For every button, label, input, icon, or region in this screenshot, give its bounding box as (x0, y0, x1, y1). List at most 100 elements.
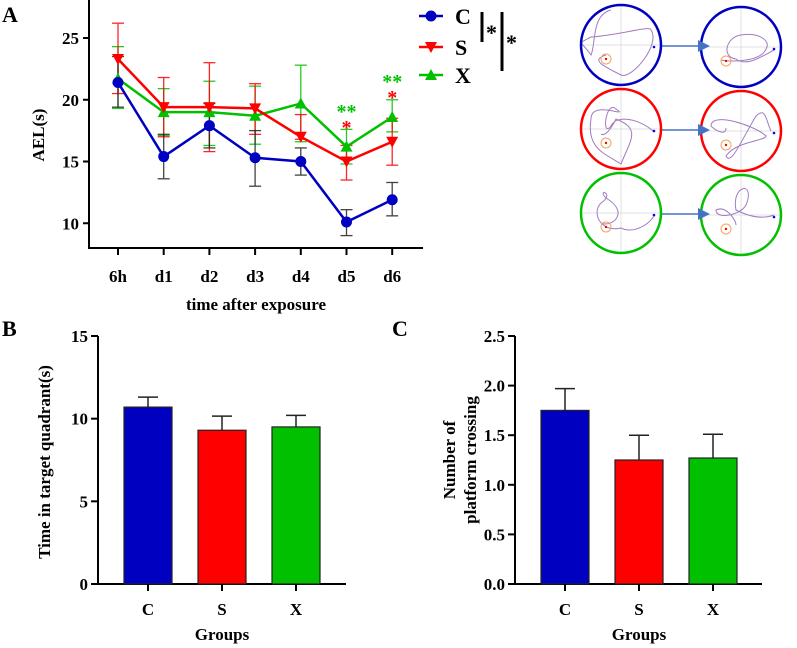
x-tick-label: C (142, 600, 154, 619)
swim-path (596, 192, 655, 231)
bar-S (197, 429, 247, 585)
y-tick-label: 10 (62, 214, 79, 233)
data-point-C (112, 76, 124, 88)
data-point-S (157, 102, 170, 114)
x-axis-label: time after exposure (186, 295, 327, 314)
start-point (652, 129, 656, 133)
bar-C (540, 409, 590, 585)
bar-X (688, 457, 738, 585)
significance-star: * (486, 20, 497, 45)
y-tick-label: 20 (62, 91, 79, 110)
panel-label-b: B (2, 316, 17, 341)
y-axis-label: AEL(s) (29, 109, 48, 162)
pool-S-before (579, 87, 663, 171)
platform-marker (720, 139, 732, 151)
x-tick-label: X (290, 600, 303, 619)
bar-S (614, 459, 664, 585)
significance-star: ** (382, 71, 402, 93)
y-tick-label: 15 (62, 153, 79, 172)
data-point-X (294, 97, 307, 109)
x-tick-label: d1 (155, 267, 173, 286)
x-tick-label: 6h (109, 267, 128, 286)
swim-path (715, 188, 775, 226)
x-tick-label: d4 (292, 267, 310, 286)
legend-marker-S (425, 42, 437, 53)
x-tick-label: C (559, 600, 571, 619)
data-point-X (340, 140, 353, 152)
data-point-S (340, 156, 353, 168)
platform-center (724, 227, 728, 231)
data-point-S (203, 102, 216, 114)
y-tick-label: 0.5 (484, 525, 505, 544)
x-tick-label: S (634, 600, 643, 619)
y-axis-label-line2: platform crossing (461, 396, 480, 524)
data-point-C (341, 216, 352, 228)
bar-X (271, 426, 321, 585)
data-point-C (158, 151, 170, 163)
y-tick-label: 2.0 (484, 377, 505, 396)
legend-marker-X (425, 69, 437, 80)
swim-path (589, 106, 655, 165)
pool-C-before (579, 3, 663, 87)
data-point-S (386, 136, 399, 148)
panel-label-c: C (392, 316, 408, 341)
data-point-X (249, 109, 262, 121)
x-tick-label: d2 (200, 267, 218, 286)
data-point-S (112, 53, 124, 65)
y-tick-label: 2.5 (484, 327, 505, 346)
swim-path (710, 112, 772, 159)
legend-label-C: C (455, 4, 471, 29)
significance-star: * (506, 30, 517, 55)
start-point (652, 213, 656, 217)
pool-border (579, 87, 663, 171)
data-point-C (386, 194, 398, 206)
y-tick-label: 25 (62, 29, 79, 48)
data-point-S (294, 131, 307, 143)
platform-marker (600, 53, 612, 65)
pool-X-after (699, 173, 783, 257)
swim-path-diagrams (579, 3, 783, 257)
x-tick-label: d3 (246, 267, 264, 286)
arrow-head-icon (698, 208, 710, 220)
platform-marker (720, 55, 732, 67)
swim-path (720, 33, 775, 63)
arrow-head-icon (698, 40, 710, 52)
significance-star: * (387, 87, 397, 109)
start-point (652, 45, 656, 49)
y-tick-label: 1.0 (484, 476, 505, 495)
platform-center (604, 57, 608, 61)
platform-marker (600, 137, 612, 149)
x-axis-label: Groups (612, 625, 667, 644)
pool-border (579, 171, 663, 255)
data-point-C (203, 120, 215, 132)
arrow-head-icon (698, 124, 710, 136)
data-point-C (249, 152, 261, 164)
start-point (772, 131, 776, 135)
platform-marker (600, 221, 612, 233)
y-tick-label: 0 (80, 575, 89, 594)
y-axis-label: Time in target quadrant(s) (35, 365, 54, 559)
bar-chart-time-in-quadrant: 0 5 10 15 C S X Groups Time in target quadrant(s… (35, 327, 346, 644)
x-tick-label: d5 (338, 267, 356, 286)
platform-marker (720, 223, 732, 235)
significance-star: ** (337, 101, 357, 123)
data-point-C (295, 156, 307, 167)
data-point-X (386, 111, 399, 123)
significance-star: * (342, 117, 352, 139)
legend-label-S: S (455, 35, 467, 60)
y-tick-label: 0.0 (484, 575, 505, 594)
start-point (772, 215, 776, 219)
y-tick-label: 10 (71, 410, 88, 429)
bar-C (123, 406, 173, 585)
legend-label-X: X (455, 63, 471, 88)
y-axis-label-line1: Number of (440, 420, 459, 499)
swim-path (581, 9, 654, 76)
x-axis-label: Groups (195, 625, 250, 644)
platform-center (604, 141, 608, 145)
x-tick-label: S (217, 600, 226, 619)
platform-center (724, 143, 728, 147)
legend-marker-C (425, 10, 437, 22)
pool-border (579, 3, 663, 87)
y-tick-label: 5 (80, 492, 89, 511)
